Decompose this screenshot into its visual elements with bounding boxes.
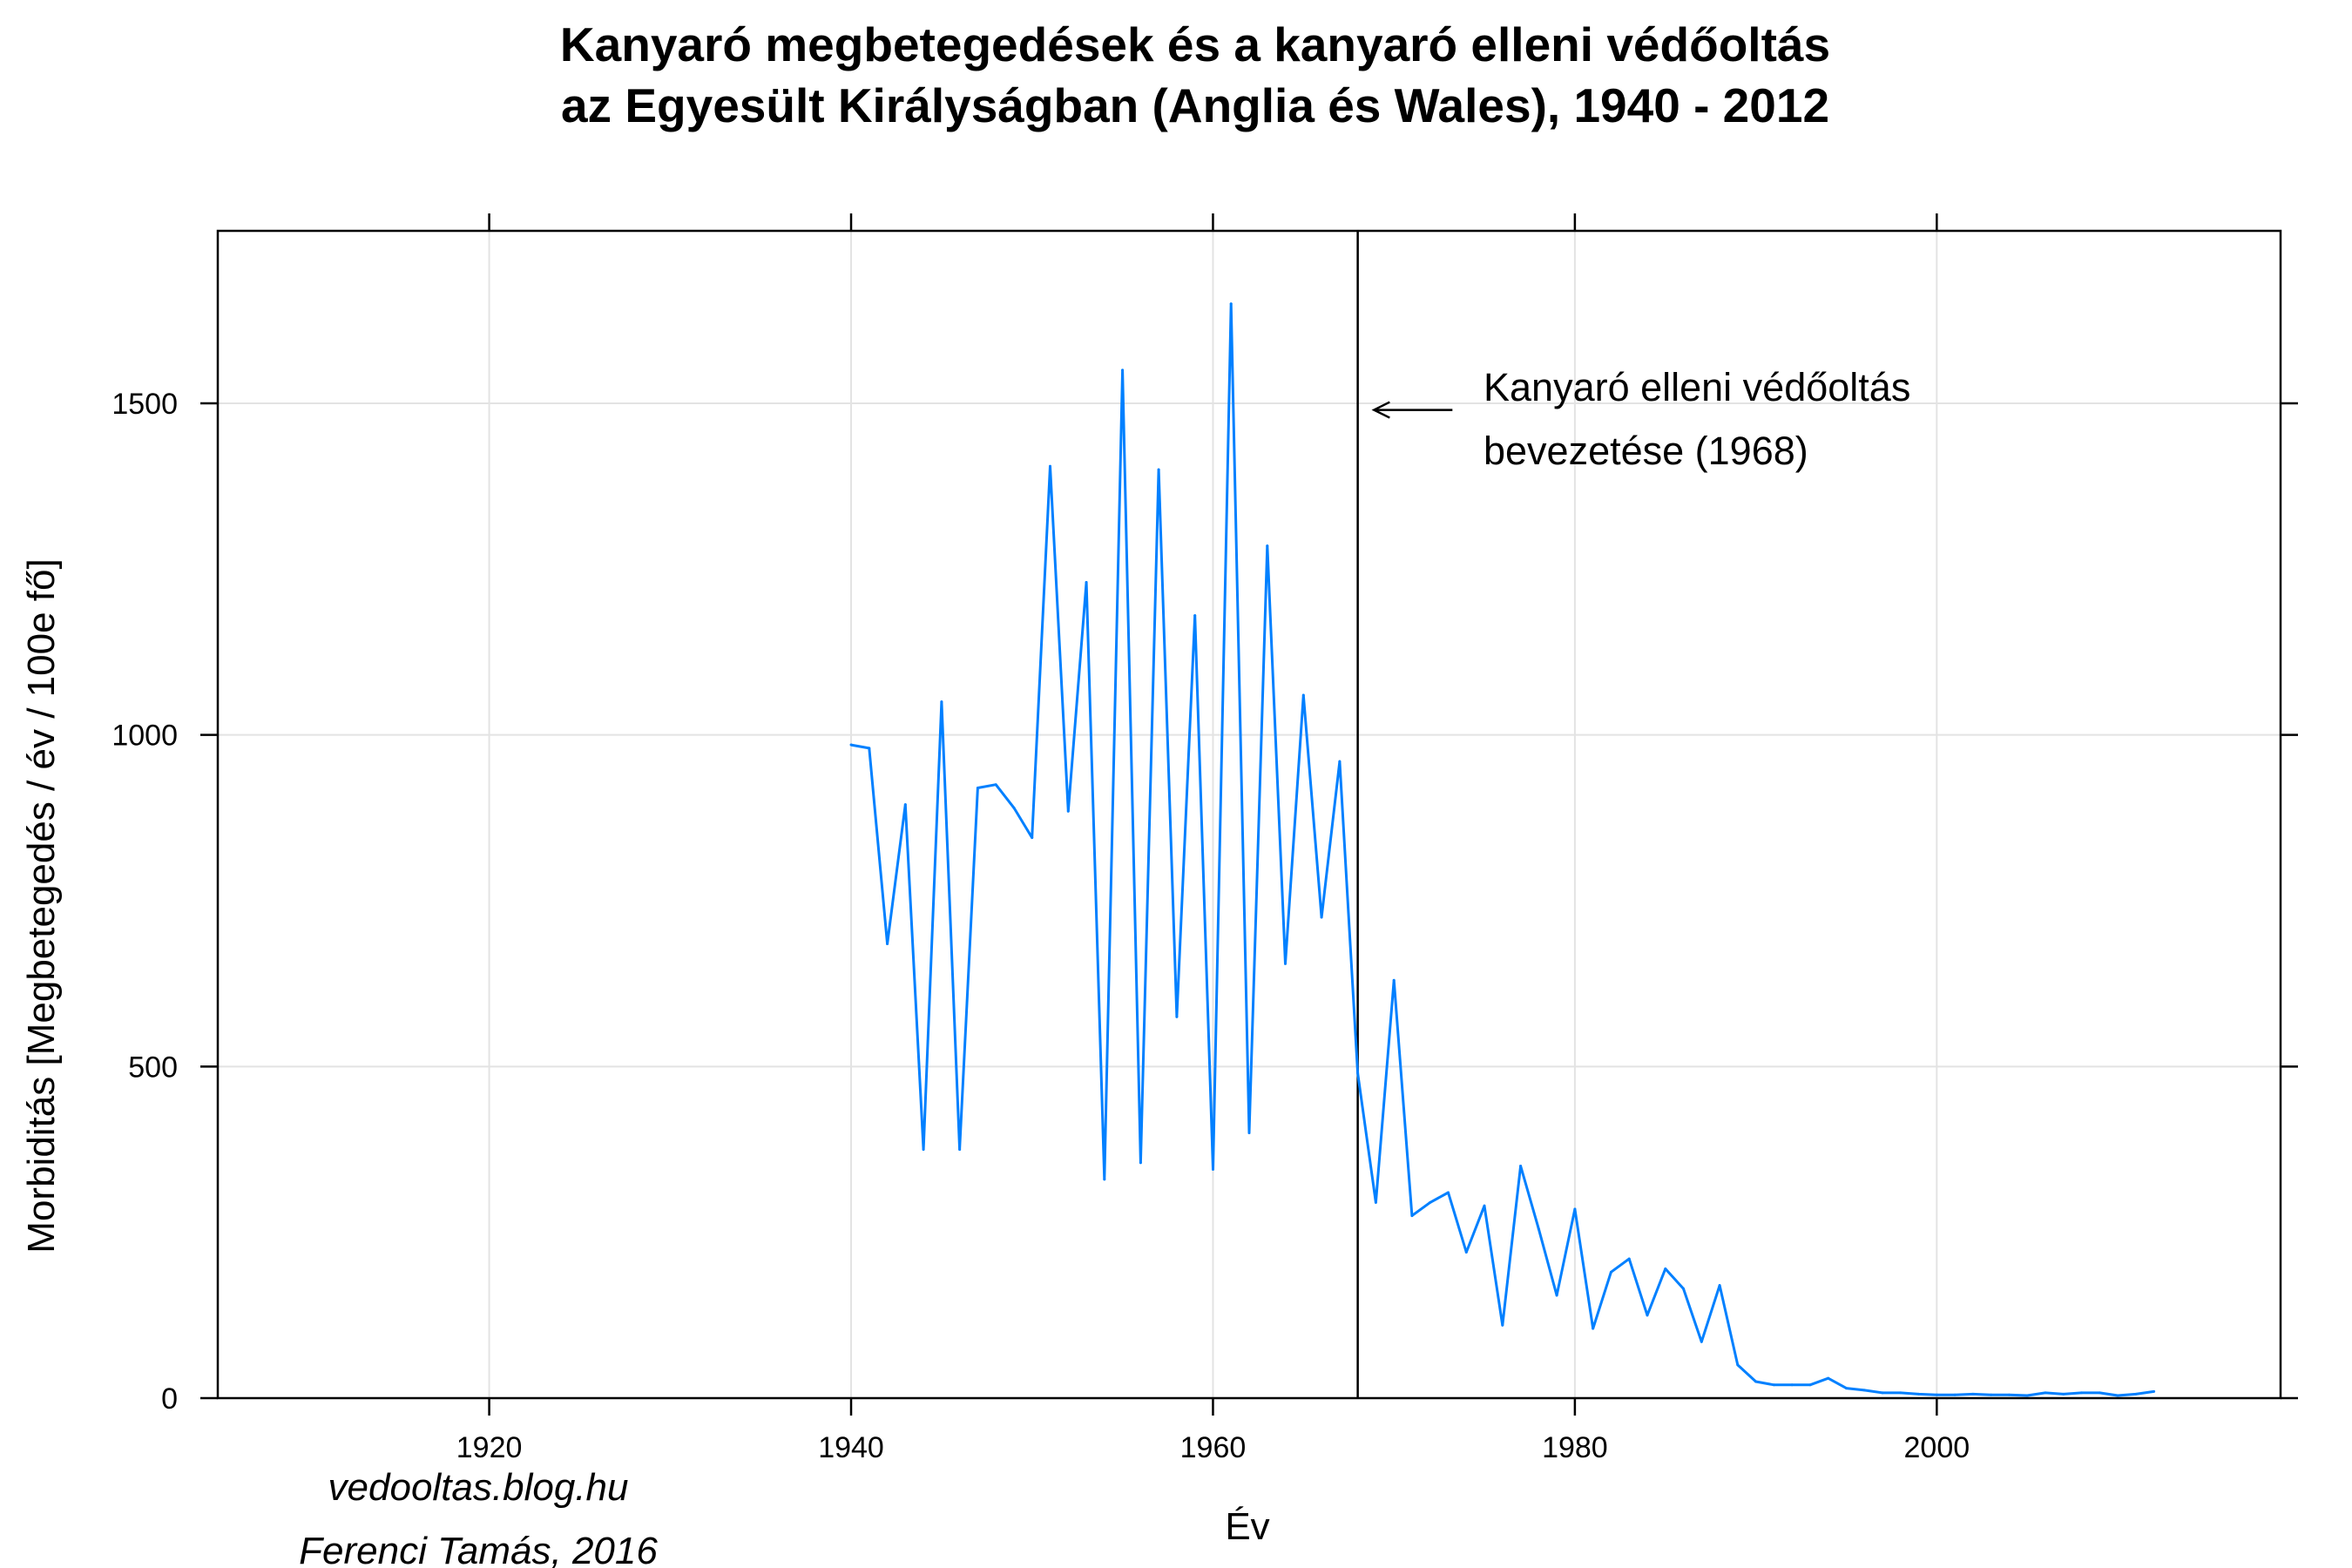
data-point (994, 783, 997, 787)
data-point (1609, 1270, 1612, 1274)
data-point (1121, 368, 1125, 372)
data-point (1827, 1376, 1830, 1380)
data-point (1157, 468, 1160, 471)
data-point (2062, 1392, 2065, 1396)
data-point (1193, 614, 1197, 618)
annotation-arrowhead (1371, 401, 1390, 419)
x-axis: 1920 1940 1960 1980 2000 (456, 213, 1970, 1464)
data-point (1718, 1284, 1721, 1288)
credit-author: Ferenci Tamás, 2016 (299, 1530, 658, 1568)
data-point (2080, 1391, 2084, 1395)
data-point (2098, 1391, 2101, 1395)
data-point (1573, 1207, 1577, 1211)
data-point (1627, 1257, 1631, 1260)
data-point (1664, 1267, 1667, 1271)
data-point (2153, 1389, 2156, 1393)
data-point (1537, 1227, 1540, 1231)
data-point (2025, 1394, 2029, 1397)
data-point (1066, 809, 1070, 813)
data-point (1464, 1251, 1468, 1254)
y-tick-label: 1500 (112, 388, 178, 421)
y-tick-label: 0 (161, 1382, 178, 1416)
data-point (1266, 544, 1269, 548)
data-point (1211, 1167, 1214, 1171)
data-point (1953, 1393, 1957, 1396)
data-point (1772, 1383, 1775, 1387)
y-axis: 0 500 1000 1500 (112, 388, 2298, 1416)
x-tick-label: 1940 (818, 1431, 884, 1464)
data-point (2116, 1394, 2119, 1397)
plot-frame (216, 229, 2282, 1400)
data-point (1971, 1392, 1975, 1396)
chart-title: Kanyaró megbetegedések és a kanyaró elle… (560, 17, 1830, 71)
data-point (1483, 1204, 1486, 1207)
x-tick-label: 1920 (456, 1431, 523, 1464)
data-point (1175, 1015, 1179, 1018)
data-point (1555, 1294, 1558, 1297)
data-point (1429, 1200, 1432, 1204)
y-axis-label: Morbiditás [Megbetegedés / év / 100e fő] (20, 558, 63, 1253)
data-point (1139, 1161, 1142, 1165)
chart-subtitle: az Egyesült Királyságban (Anglia és Wale… (561, 78, 1829, 132)
data-point (940, 700, 943, 704)
data-point (1682, 1287, 1686, 1290)
x-axis-label: Év (1225, 1505, 1269, 1548)
data-point (1410, 1214, 1414, 1218)
data-point (1356, 1071, 1360, 1075)
annotation-line-2: bevezetése (1968) (1484, 429, 1808, 473)
data-point (1012, 806, 1016, 809)
y-tick-label: 500 (128, 1051, 178, 1084)
x-tick-label: 2000 (1904, 1431, 1970, 1464)
data-point (849, 743, 853, 747)
data-point (922, 1147, 925, 1151)
annotation-line-1: Kanyaró elleni védőoltás (1484, 365, 1910, 409)
data-point (1736, 1363, 1740, 1367)
data-point (958, 1147, 962, 1151)
data-point (1990, 1393, 1993, 1396)
data-point (1031, 836, 1034, 840)
plot-border (216, 229, 2282, 1400)
grid (218, 231, 2281, 1399)
data-point (1229, 302, 1233, 306)
data-point (886, 942, 889, 945)
data-point (1374, 1200, 1377, 1204)
data-point (1700, 1340, 1703, 1343)
data-point (1519, 1165, 1523, 1168)
data-point (1592, 1327, 1595, 1330)
data-point (1808, 1383, 1812, 1387)
y-tick-label: 1000 (112, 720, 178, 753)
data-point (2134, 1392, 2138, 1396)
data-point (1646, 1314, 1649, 1317)
data-point (1844, 1387, 1848, 1390)
data-point (1392, 978, 1396, 982)
data-point (1881, 1391, 1884, 1395)
data-point (1301, 693, 1305, 697)
data-point (2044, 1391, 2047, 1395)
data-point (1446, 1191, 1450, 1194)
data-point (1085, 581, 1088, 585)
data-point (1284, 962, 1288, 965)
data-point (976, 787, 979, 790)
data-point (1862, 1389, 1866, 1392)
data-point (1935, 1393, 1938, 1396)
data-point (903, 803, 907, 807)
data-point (1103, 1178, 1106, 1181)
data-point (1049, 464, 1052, 468)
data-point (1338, 760, 1342, 763)
data-point (1899, 1391, 1903, 1395)
data-point (1247, 1131, 1251, 1134)
credit-blog: vedooltas.blog.hu (328, 1466, 629, 1509)
series (849, 302, 2156, 1397)
data-point (1790, 1383, 1794, 1387)
x-tick-label: 1980 (1542, 1431, 1608, 1464)
x-tick-label: 1960 (1180, 1431, 1247, 1464)
data-point (1501, 1323, 1504, 1327)
data-point (1320, 916, 1323, 919)
data-point (2007, 1393, 2011, 1396)
data-point (1917, 1392, 1921, 1396)
data-point (868, 747, 871, 750)
data-point (1754, 1380, 1758, 1383)
